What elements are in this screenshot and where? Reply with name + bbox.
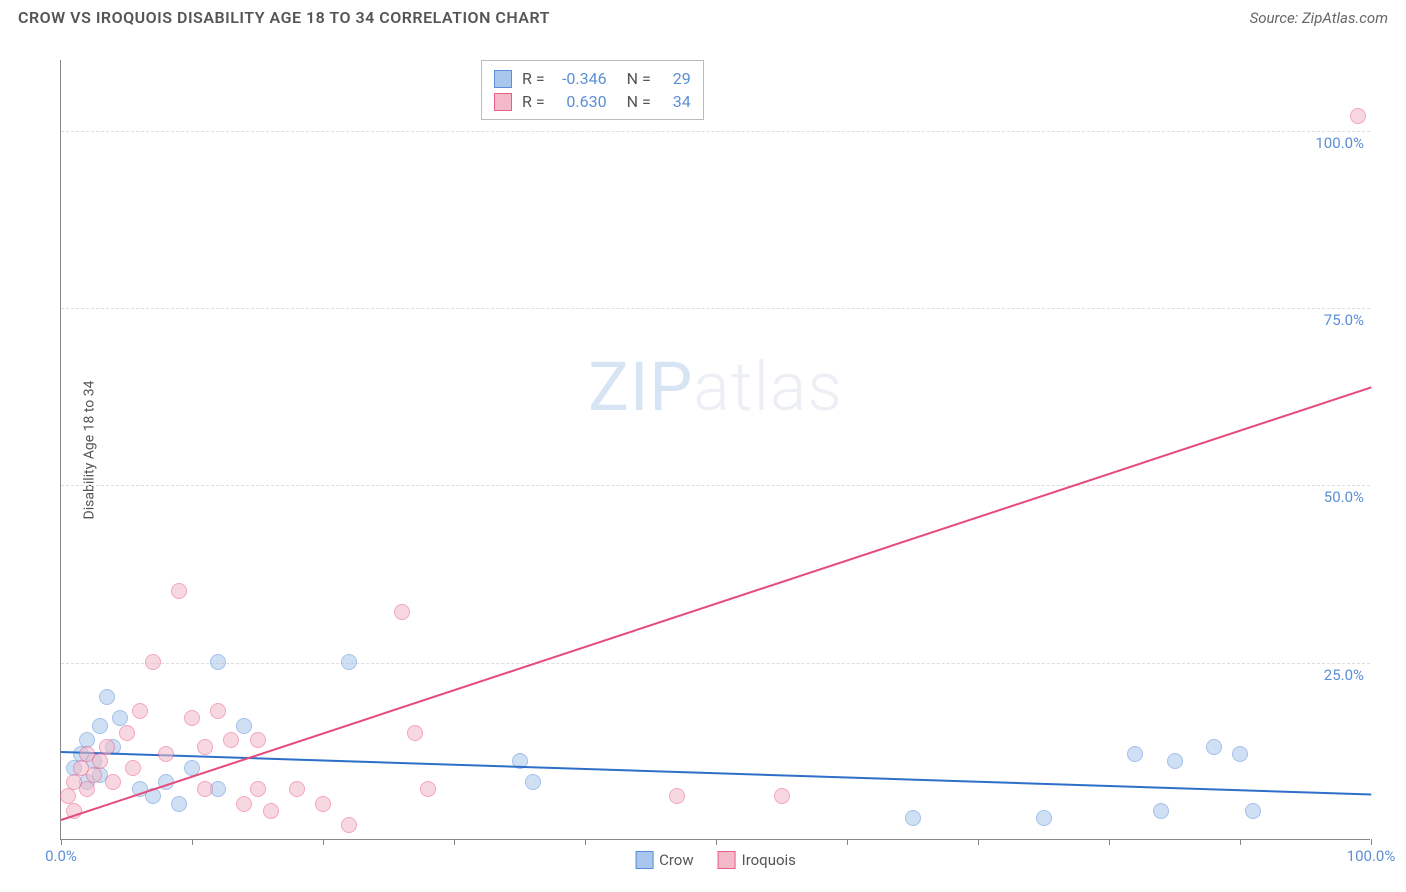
scatter-point: [99, 689, 115, 705]
x-tick: [585, 839, 586, 845]
plot-area: ZIPatlas R =-0.346N =29R =0.630N =34 Cro…: [60, 60, 1370, 840]
scatter-point: [1245, 803, 1261, 819]
legend-item: Iroquois: [718, 851, 796, 869]
scatter-point: [99, 739, 115, 755]
legend-item: Crow: [635, 851, 694, 869]
x-tick: [1109, 839, 1110, 845]
scatter-point: [341, 817, 357, 833]
x-tick: [1240, 839, 1241, 845]
watermark-light: atlas: [693, 347, 843, 427]
chart-title: CROW VS IROQUOIS DISABILITY AGE 18 TO 34…: [18, 8, 550, 27]
r-value: 0.630: [555, 92, 607, 111]
scatter-point: [407, 725, 423, 741]
y-tick-label: 25.0%: [1324, 666, 1364, 684]
watermark-bold: ZIP: [588, 347, 693, 427]
scatter-point: [92, 753, 108, 769]
x-tick: [978, 839, 979, 845]
scatter-point: [250, 732, 266, 748]
scatter-point: [92, 718, 108, 734]
scatter-point: [145, 654, 161, 670]
scatter-point: [236, 796, 252, 812]
scatter-point: [223, 732, 239, 748]
scatter-point: [197, 781, 213, 797]
scatter-point: [105, 774, 121, 790]
series-legend: Crow Iroquois: [635, 851, 796, 869]
x-tick: [1371, 839, 1372, 845]
scatter-point: [905, 810, 921, 826]
gridline: [61, 663, 1370, 664]
scatter-point: [669, 788, 685, 804]
scatter-point: [341, 654, 357, 670]
n-value: 29: [661, 69, 691, 88]
legend-label: Iroquois: [742, 851, 796, 869]
scatter-point: [263, 803, 279, 819]
scatter-point: [394, 604, 410, 620]
n-value: 34: [661, 92, 691, 111]
stats-legend-box: R = -0.346 N = 29 R = 0.630 N = 34: [481, 60, 704, 120]
scatter-point: [197, 739, 213, 755]
scatter-point: [315, 796, 331, 812]
chart-area: Disability Age 18 to 34 ZIPatlas R =-0.3…: [50, 40, 1390, 860]
scatter-point: [171, 583, 187, 599]
legend-swatch: [494, 70, 512, 88]
scatter-point: [210, 703, 226, 719]
gridline: [61, 131, 1370, 132]
y-tick-label: 50.0%: [1324, 488, 1364, 506]
y-tick-label: 100.0%: [1315, 134, 1364, 152]
scatter-point: [1153, 803, 1169, 819]
x-tick: [192, 839, 193, 845]
legend-label: Crow: [659, 851, 694, 869]
x-tick: [847, 839, 848, 845]
legend-swatch: [635, 851, 653, 869]
x-tick: [454, 839, 455, 845]
scatter-point: [125, 760, 141, 776]
scatter-point: [171, 796, 187, 812]
scatter-point: [250, 781, 266, 797]
gridline: [61, 485, 1370, 486]
x-tick-label-min: 0.0%: [45, 847, 77, 865]
scatter-point: [1232, 746, 1248, 762]
y-tick-label: 75.0%: [1324, 311, 1364, 329]
x-tick: [323, 839, 324, 845]
chart-header: CROW VS IROQUOIS DISABILITY AGE 18 TO 34…: [0, 0, 1406, 31]
scatter-point: [1167, 753, 1183, 769]
r-value: -0.346: [555, 69, 607, 88]
gridline: [61, 308, 1370, 309]
x-tick: [716, 839, 717, 845]
scatter-point: [1036, 810, 1052, 826]
scatter-point: [119, 725, 135, 741]
legend-swatch: [494, 93, 512, 111]
scatter-point: [79, 781, 95, 797]
scatter-point: [420, 781, 436, 797]
watermark: ZIPatlas: [588, 347, 843, 427]
stats-row: R = 0.630 N = 34: [494, 90, 691, 113]
chart-source: Source: ZipAtlas.com: [1250, 9, 1388, 27]
scatter-point: [289, 781, 305, 797]
scatter-point: [132, 703, 148, 719]
x-tick: [61, 839, 62, 845]
scatter-point: [525, 774, 541, 790]
scatter-point: [1350, 108, 1366, 124]
scatter-point: [86, 767, 102, 783]
scatter-point: [210, 654, 226, 670]
r-label: R =: [522, 69, 545, 88]
stats-row: R = -0.346 N = 29: [494, 67, 691, 90]
legend-swatch: [718, 851, 736, 869]
n-label: N =: [627, 69, 651, 88]
scatter-point: [1127, 746, 1143, 762]
scatter-point: [184, 710, 200, 726]
scatter-point: [236, 718, 252, 734]
scatter-point: [1206, 739, 1222, 755]
r-label: R =: [522, 92, 545, 111]
scatter-point: [158, 746, 174, 762]
scatter-point: [774, 788, 790, 804]
n-label: N =: [627, 92, 651, 111]
x-tick-label-max: 100.0%: [1347, 847, 1396, 865]
